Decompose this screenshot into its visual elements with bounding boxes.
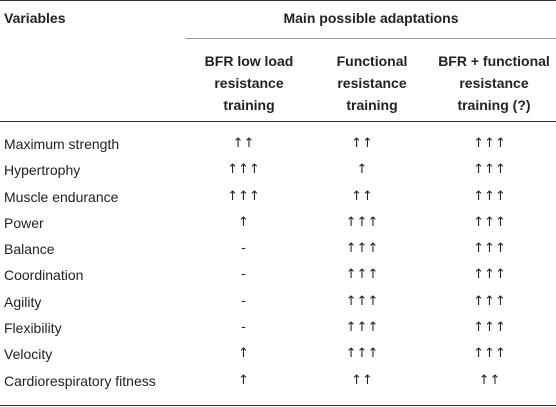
adaptations-group-header: Main possible adaptations (283, 10, 459, 26)
functional-cell: ↑↑↑ (345, 293, 379, 309)
variable-label: Agility (4, 293, 42, 310)
bfr-cell: ↑↑↑ (227, 188, 260, 204)
combined-cell: ↑↑↑ (473, 320, 506, 336)
combined-cell: ↑↑ (478, 372, 501, 388)
column-header-bfr: BFR low load resistance training (186, 50, 312, 116)
table-row: Muscle endurance ↑↑↑ ↑↑ ↑↑↑ (0, 185, 556, 211)
functional-cell: ↑↑↑ (345, 241, 379, 257)
column-header-line: BFR + functional (438, 53, 550, 69)
bfr-cell: - (241, 293, 246, 309)
functional-cell: ↑↑ (351, 188, 373, 204)
table-row: Power ↑ ↑↑↑ ↑↑↑ (0, 211, 556, 237)
column-header-line: training (346, 97, 398, 113)
top-rule (0, 0, 556, 1)
functional-cell: ↑↑↑ (345, 267, 379, 283)
column-header-combined: BFR + functional resistance training (?) (432, 50, 556, 116)
variables-header: Variables (4, 10, 66, 26)
table-body: Maximum strength ↑↑ ↑↑ ↑↑↑ Hypertrophy ↑↑↑ ↑ ↑↑… (0, 132, 556, 395)
variable-label: Muscle endurance (4, 188, 119, 205)
functional-cell: ↑↑ (351, 372, 373, 388)
combined-cell: ↑↑↑ (473, 293, 506, 309)
column-header-functional: Functional resistance training (312, 50, 432, 116)
column-header-line: training (223, 97, 275, 113)
combined-cell: ↑↑↑ (473, 241, 506, 257)
bfr-cell: ↑↑↑ (227, 162, 260, 178)
table-row: Maximum strength ↑↑ ↑↑ ↑↑↑ (0, 132, 556, 158)
variable-label: Cardiorespiratory fitness (4, 372, 156, 389)
combined-cell: ↑↑↑ (473, 214, 506, 230)
table-row: Velocity ↑ ↑↑↑ ↑↑↑ (0, 342, 556, 368)
functional-cell: ↑↑↑ (345, 214, 379, 230)
combined-cell: ↑↑↑ (473, 267, 506, 283)
table-row: Coordination - ↑↑↑ ↑↑↑ (0, 263, 556, 289)
combined-cell: ↑↑↑ (473, 346, 506, 362)
combined-cell: ↑↑↑ (473, 188, 506, 204)
bfr-cell: ↑ (238, 346, 249, 362)
combined-cell: ↑↑↑ (473, 162, 506, 178)
column-header-line: training (?) (457, 97, 531, 113)
table-row: Agility - ↑↑↑ ↑↑↑ (0, 290, 556, 316)
column-header-line: BFR low load (204, 53, 294, 69)
functional-cell: ↑↑ (351, 136, 373, 151)
bfr-cell: ↑ (238, 372, 249, 388)
combined-cell: ↑↑↑ (473, 136, 506, 151)
table-row: Flexibility - ↑↑↑ ↑↑↑ (0, 316, 556, 342)
bfr-cell: - (241, 320, 246, 336)
functional-cell: ↑ (356, 162, 368, 178)
variable-label: Velocity (4, 346, 53, 363)
variable-label: Coordination (4, 267, 84, 284)
header-rule (0, 121, 556, 122)
bfr-cell: ↑ (238, 214, 249, 230)
group-subrule (186, 38, 556, 39)
table-row: Balance - ↑↑↑ ↑↑↑ (0, 237, 556, 263)
column-header-line: resistance (459, 75, 529, 91)
functional-cell: ↑↑↑ (345, 320, 379, 336)
column-header-line: resistance (214, 75, 284, 91)
functional-cell: ↑↑↑ (345, 346, 379, 362)
variable-label: Balance (4, 241, 55, 258)
column-header-line: resistance (337, 75, 407, 91)
column-header-line: Functional (336, 53, 408, 69)
variable-label: Maximum strength (4, 136, 120, 152)
bfr-cell: ↑↑ (232, 136, 255, 151)
bottom-rule (0, 405, 556, 406)
bfr-cell: - (241, 241, 246, 257)
table-row: Hypertrophy ↑↑↑ ↑ ↑↑↑ (0, 158, 556, 184)
variable-label: Power (4, 214, 44, 231)
bfr-cell: - (241, 267, 246, 283)
variable-label: Flexibility (4, 320, 62, 337)
table-row: Cardiorespiratory fitness ↑ ↑↑ ↑↑ (0, 369, 556, 395)
variable-label: Hypertrophy (4, 162, 81, 179)
